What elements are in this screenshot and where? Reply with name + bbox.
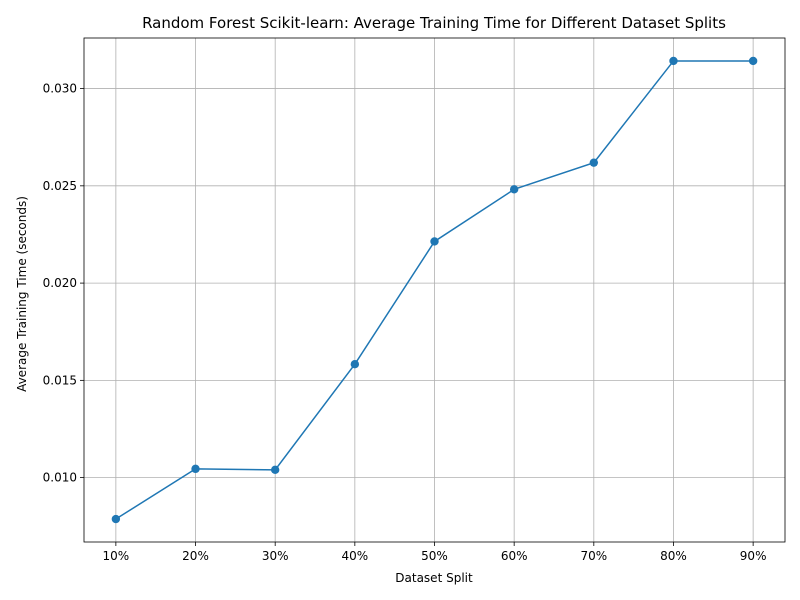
data-point — [748, 56, 758, 66]
x-tick-label: 70% — [580, 549, 607, 563]
x-tick-label: 90% — [740, 549, 767, 563]
data-point — [191, 464, 200, 474]
y-axis-label: Average Training Time (seconds) — [15, 196, 29, 392]
y-tick-label: 0.015 — [43, 373, 77, 387]
data-point — [111, 514, 121, 524]
x-tick-label: 80% — [660, 549, 687, 563]
chart-title: Random Forest Scikit-learn: Average Trai… — [142, 14, 726, 32]
x-tick-label: 20% — [182, 549, 209, 563]
x-tick-label: 60% — [501, 549, 528, 563]
y-axis-ticks: 0.010 0.015 0.020 0.025 0.030 — [43, 82, 84, 485]
x-tick-label: 50% — [421, 549, 448, 563]
series-layer — [111, 56, 758, 524]
x-tick-label: 40% — [342, 549, 369, 563]
y-tick-label: 0.010 — [43, 471, 77, 485]
data-point — [350, 360, 360, 369]
x-axis-ticks: 10% 20% 30% 40% 50% 60% 70% 80% 90% — [103, 542, 767, 563]
x-axis-label: Dataset Split — [395, 571, 473, 585]
data-point — [430, 237, 439, 246]
data-point — [509, 185, 519, 194]
y-tick-label: 0.025 — [43, 179, 77, 193]
grid-lines — [84, 38, 785, 542]
x-tick-label: 30% — [262, 549, 289, 563]
data-point — [669, 56, 678, 66]
y-tick-label: 0.020 — [43, 276, 77, 290]
x-tick-label: 10% — [103, 549, 130, 563]
data-point — [589, 158, 599, 167]
y-tick-label: 0.030 — [43, 82, 77, 96]
data-point — [270, 465, 280, 475]
